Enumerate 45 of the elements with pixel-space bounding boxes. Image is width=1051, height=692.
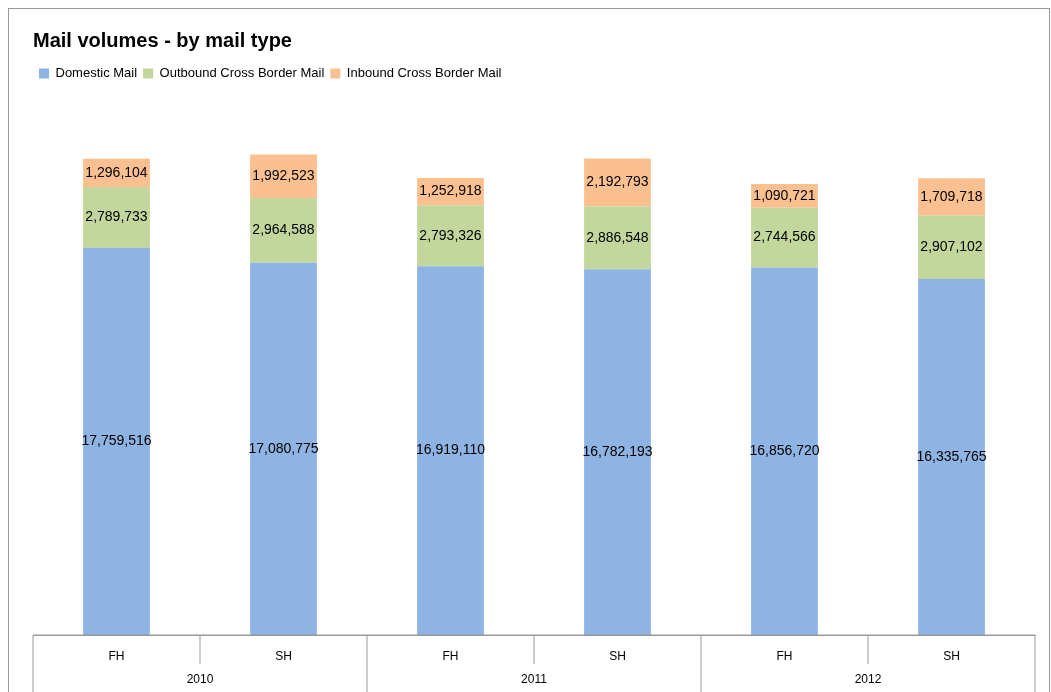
text: 2012 <box>854 672 882 687</box>
bar <box>417 266 484 635</box>
text: 2010 <box>186 672 214 687</box>
text: 2011 <box>521 672 548 687</box>
data-label: 16,782,193 <box>582 442 653 459</box>
bar <box>250 262 317 635</box>
data-label: 2,886,548 <box>586 228 649 245</box>
bar <box>751 207 818 268</box>
data-label: 16,856,720 <box>749 442 820 459</box>
data-label: 1,252,918 <box>419 182 482 199</box>
bar <box>918 278 985 635</box>
bar <box>584 206 651 270</box>
x-tick-label: SH <box>609 648 626 663</box>
data-label: 1,992,523 <box>252 167 315 184</box>
bar <box>250 198 317 263</box>
chart-title: Mail volumes - by mail type <box>33 28 292 51</box>
bar <box>83 247 150 635</box>
data-label: 16,335,765 <box>916 447 987 464</box>
bar <box>584 158 651 207</box>
bar <box>918 215 985 279</box>
data-label: 17,759,516 <box>81 432 152 449</box>
bar <box>83 187 150 248</box>
bar <box>584 269 651 635</box>
data-label: 1,090,721 <box>753 186 816 203</box>
bar <box>751 267 818 635</box>
data-label: 1,709,718 <box>920 187 983 204</box>
data-label: 2,744,566 <box>753 228 816 245</box>
data-label: 2,789,733 <box>85 208 148 225</box>
data-label: 2,964,588 <box>252 221 315 238</box>
bar <box>417 205 484 267</box>
legend-label: Domestic Mail <box>55 65 138 81</box>
data-label: 17,080,775 <box>248 439 319 456</box>
data-label: 2,192,793 <box>586 173 649 190</box>
x-tick-label: SH <box>275 648 292 663</box>
legend-label: Inbound Cross Border Mail <box>346 65 502 81</box>
data-label: 2,907,102 <box>920 238 983 255</box>
x-tick-label: FH <box>442 648 459 663</box>
bar <box>918 178 985 216</box>
data-label: 16,919,110 <box>415 441 486 458</box>
data-label: 1,296,104 <box>85 163 148 180</box>
x-tick-label: FH <box>108 648 125 663</box>
x-tick-label: SH <box>943 648 960 663</box>
x-tick-label: FH <box>776 648 793 663</box>
data-label: 2,793,326 <box>419 226 482 243</box>
legend-label: Outbound Cross Border Mail <box>159 65 325 81</box>
